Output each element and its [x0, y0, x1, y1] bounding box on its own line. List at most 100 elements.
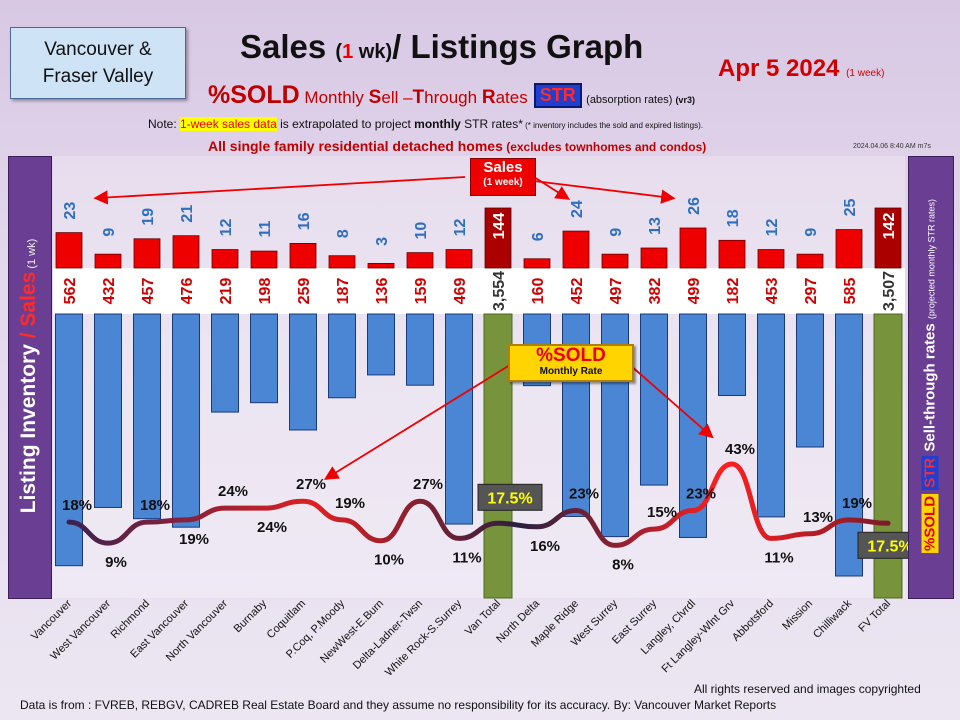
- inventory-label: 497: [608, 278, 625, 305]
- inventory-label: 499: [686, 278, 703, 305]
- right-axis-part: STR: [921, 455, 939, 490]
- sales-label: 19: [140, 208, 157, 226]
- sold-arrow: [323, 364, 511, 480]
- inventory-label: 562: [62, 278, 79, 305]
- rate-label: 23%: [686, 486, 716, 503]
- note-part: Note:: [148, 117, 181, 131]
- sales-label: 18: [725, 209, 742, 227]
- subtitle-part: T: [412, 87, 425, 108]
- rate-label: 19%: [842, 495, 872, 512]
- subtitle-part: ates: [495, 88, 528, 107]
- sold-arrow: [629, 364, 714, 439]
- rate-label: 15%: [647, 504, 677, 521]
- left-axis-part: Listing Inventory: [17, 338, 40, 514]
- sales-label: 142: [881, 213, 898, 240]
- sales-bar: [796, 253, 824, 269]
- sales-bar: [835, 229, 863, 269]
- inventory-bar: [796, 313, 824, 448]
- inventory-bar: [55, 313, 83, 567]
- sales-callout: Sales (1 week): [470, 158, 536, 196]
- subtitle: %SOLD Monthly Sell –Through Rates STR (ab…: [208, 81, 695, 110]
- rate-label: 16%: [530, 538, 560, 555]
- subtitle-part: S: [368, 87, 382, 108]
- inventory-bar: [406, 313, 434, 386]
- total-sales-bar: [484, 207, 512, 269]
- page-title: Sales (1 wk)/ Listings Graph: [240, 28, 643, 66]
- sales-label: 9: [803, 228, 820, 237]
- rate-label: 10%: [374, 552, 404, 569]
- sales-bar: [445, 249, 473, 269]
- left-axis-label: Listing Inventory / Sales (1 wk): [17, 239, 41, 514]
- right-axis-part: Sell-through rates: [921, 319, 939, 456]
- sales-callout-sub: (1 week): [483, 177, 523, 188]
- inventory-label: 585: [842, 278, 859, 305]
- note-line: Note: 1-week sales data is extrapolated …: [148, 117, 703, 131]
- sales-label: 12: [452, 219, 469, 237]
- note-highlight: 1-week sales data: [180, 117, 277, 131]
- sold-callout-title: %SOLD: [536, 345, 606, 366]
- subheading: All single family residential detached h…: [208, 138, 706, 154]
- inventory-label-band: [53, 268, 905, 314]
- sales-bar: [172, 235, 200, 269]
- inventory-label: 452: [569, 278, 586, 305]
- subheading-small: (excludes townhomes and condos): [502, 140, 707, 154]
- inventory-bar: [640, 313, 668, 486]
- str-badge: STR: [533, 83, 582, 108]
- rate-label: 11%: [764, 549, 793, 566]
- inventory-label: 3,507: [881, 271, 898, 311]
- version-text: (vr3): [675, 95, 695, 105]
- sales-bar: [757, 249, 785, 269]
- inventory-label: 382: [647, 278, 664, 305]
- inventory-label: 3,554: [491, 271, 508, 311]
- title-part: wk): [353, 41, 393, 63]
- sales-bar: [601, 253, 629, 269]
- footer-copyright: All rights reserved and images copyright…: [694, 682, 921, 696]
- sales-bar: [289, 242, 317, 269]
- sales-bar: [94, 253, 122, 269]
- left-axis-panel: [8, 156, 52, 599]
- footer-source: Data is from : FVREB, REBGV, CADREB Real…: [20, 698, 777, 712]
- category-label: FV Total: [856, 598, 893, 635]
- subtitle-part: ell –: [381, 88, 413, 107]
- category-label: Abbotsford: [730, 598, 776, 644]
- note-part: is extrapolated to project: [276, 117, 415, 131]
- sold-rate-callout: %SOLD Monthly Rate: [508, 344, 634, 382]
- rate-label: 19%: [335, 495, 365, 512]
- inventory-label: 159: [413, 278, 430, 305]
- sales-label: 25: [842, 199, 859, 217]
- sales-label: 6: [530, 232, 547, 241]
- region-line-2: Fraser Valley: [42, 66, 154, 87]
- inventory-label: 453: [764, 278, 781, 305]
- sales-label: 13: [647, 217, 664, 235]
- rate-label: 24%: [218, 483, 248, 500]
- inventory-label: 469: [452, 278, 469, 305]
- timestamp: 2024.04.06 8:40 AM m7s: [853, 143, 931, 150]
- inventory-label: 182: [725, 278, 742, 305]
- sales-bar: [250, 250, 278, 269]
- inventory-bar: [289, 313, 317, 431]
- inventory-bar: [133, 313, 161, 520]
- rate-label: 24%: [257, 519, 287, 536]
- inventory-bar: [94, 313, 122, 508]
- category-label: Delta-Ladner-Twsn: [351, 598, 425, 672]
- inventory-label: 259: [296, 278, 313, 305]
- absorption-text: (absorption rates): [586, 94, 673, 106]
- category-label: Burnaby: [232, 597, 270, 635]
- note-part: monthly: [414, 117, 461, 131]
- date-text: Apr 5 2024: [718, 55, 840, 82]
- inventory-label: 160: [530, 278, 547, 305]
- category-label: Mission: [780, 598, 815, 633]
- inventory-label: 136: [374, 278, 391, 305]
- date-note: (1 week): [846, 68, 885, 79]
- inventory-bar: [367, 313, 395, 376]
- category-label: Chilliwack: [811, 597, 854, 640]
- inventory-bar: [250, 313, 278, 404]
- sales-label: 3: [374, 237, 391, 246]
- sales-label: 8: [335, 229, 352, 238]
- note-part: (* inventory includes the sold and expir…: [522, 121, 703, 130]
- inventory-label: 432: [101, 278, 118, 305]
- sales-bar: [406, 252, 434, 269]
- sales-label: 12: [764, 219, 781, 237]
- sales-label: 26: [686, 197, 703, 215]
